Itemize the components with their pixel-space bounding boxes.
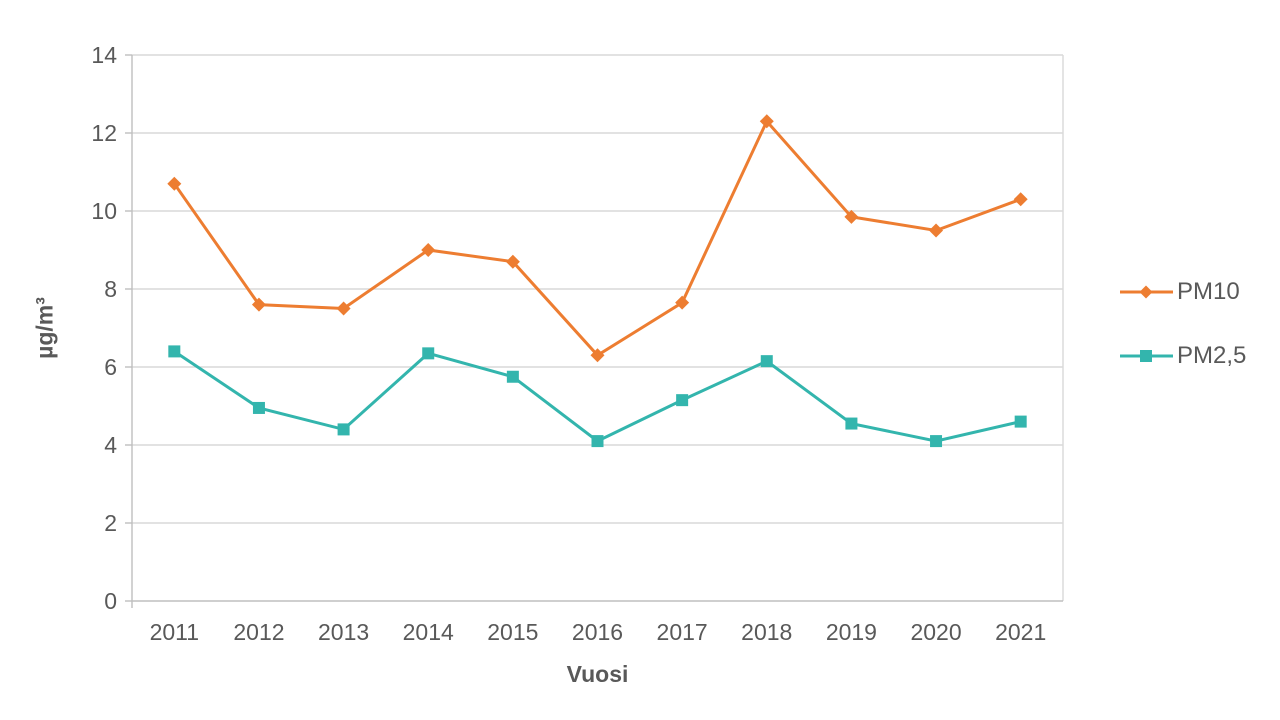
legend-swatch-marker — [1139, 285, 1153, 299]
pm10-marker — [759, 114, 774, 129]
pm10-legend-label: PM10 — [1177, 278, 1240, 305]
legend-item-pm10: PM10 — [1119, 278, 1246, 305]
pm25-marker — [337, 423, 350, 436]
y-tick-label: 2 — [104, 510, 117, 536]
pm10-marker — [844, 209, 859, 224]
pm10-marker — [675, 295, 690, 310]
pm10-legend-swatch-icon — [1120, 285, 1173, 299]
y-tick-label: 0 — [104, 588, 117, 614]
pm25-marker — [760, 355, 773, 368]
y-tick-label: 4 — [104, 432, 117, 458]
x-tick-label: 2016 — [572, 619, 623, 645]
pm10-marker — [590, 348, 605, 363]
y-tick-label: 12 — [91, 120, 117, 146]
legend: PM10 PM2,5 — [1119, 278, 1247, 369]
pm25-marker — [506, 370, 519, 383]
pm10-marker — [336, 301, 351, 316]
pm25-line — [173, 350, 1022, 443]
y-tick-label: 8 — [104, 276, 117, 302]
pm25-marker — [252, 401, 265, 414]
pm25-marker — [676, 394, 689, 407]
pm10-marker — [505, 254, 520, 269]
x-tick-label: 2014 — [403, 619, 454, 645]
pm10-marker — [167, 176, 182, 191]
pm25-marker — [930, 435, 943, 448]
x-tick-label: 2017 — [657, 619, 708, 645]
y-axis-title-text: µg/m³ — [31, 297, 58, 359]
x-tick-label: 2011 — [150, 619, 199, 645]
pm10-marker — [421, 243, 436, 257]
pm25-marker — [422, 347, 435, 360]
legend-item-pm25: PM2,5 — [1119, 342, 1247, 369]
x-tick-label: 2021 — [995, 619, 1046, 645]
pm25-marker — [591, 435, 604, 448]
pm25-marker — [168, 345, 181, 358]
x-axis-title: Vuosi — [566, 661, 629, 687]
y-tick-label: 14 — [91, 42, 117, 68]
legend-swatch-marker — [1140, 350, 1152, 362]
x-tick-label: 2018 — [741, 619, 792, 645]
pm25-marker — [1014, 415, 1027, 428]
x-tick-label: 2020 — [910, 619, 961, 645]
y-tick-label: 10 — [91, 198, 117, 224]
pm25-legend-label: PM2,5 — [1177, 342, 1247, 369]
pm25-marker — [845, 417, 858, 430]
pm10-marker — [929, 223, 944, 238]
pm10-line — [173, 118, 1022, 358]
pm25-legend-swatch-icon — [1120, 350, 1173, 362]
pm10-marker — [1013, 192, 1028, 207]
x-tick-label: 2015 — [487, 619, 538, 645]
x-tick-label: 2019 — [826, 619, 877, 645]
pm10-marker — [251, 297, 266, 312]
y-tick-label: 6 — [104, 354, 117, 380]
x-tick-label: 2012 — [233, 619, 284, 645]
x-tick-label: 2013 — [318, 619, 369, 645]
